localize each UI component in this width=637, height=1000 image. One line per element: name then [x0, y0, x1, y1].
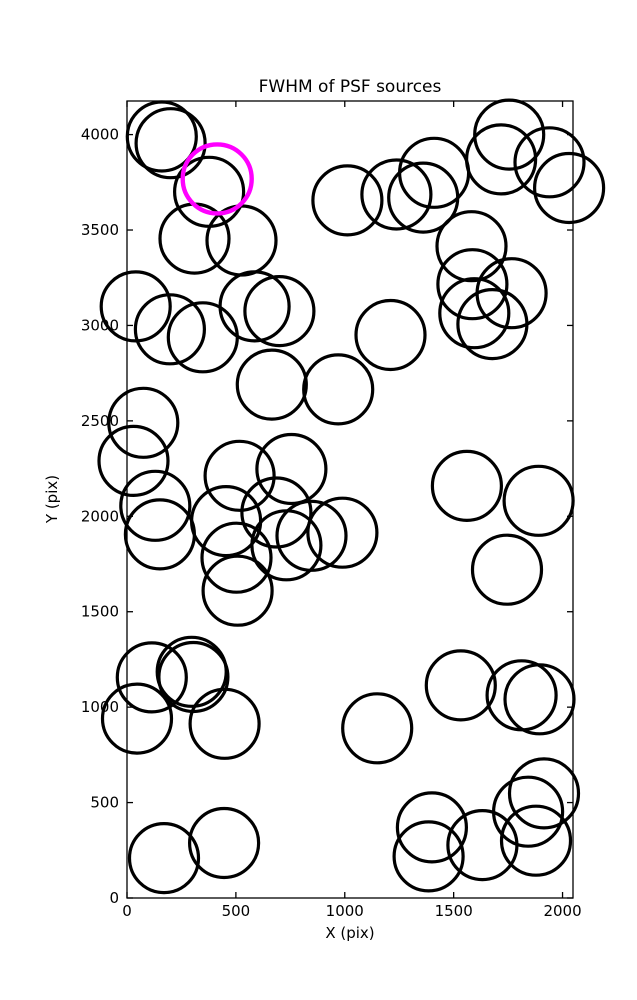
- psf-source-marker: [188, 806, 261, 880]
- psf-source-marker: [470, 533, 544, 606]
- highlighted-psf-source-marker: [180, 142, 254, 216]
- psf-source-marker: [255, 432, 328, 506]
- psf-source-marker: [100, 682, 174, 755]
- psf-source-marker: [201, 554, 274, 627]
- y-tick-label: 4000: [81, 126, 119, 144]
- psf-source-marker: [190, 484, 263, 558]
- psf-source-marker: [107, 386, 180, 459]
- x-tick-label: 0: [122, 902, 132, 920]
- psf-source-marker: [436, 248, 509, 321]
- psf-source-marker: [473, 98, 546, 171]
- psf-source-marker: [475, 257, 548, 330]
- psf-source-marker: [513, 126, 586, 199]
- y-tick-label: 2000: [81, 507, 119, 525]
- psf-source-marker: [115, 641, 188, 714]
- psf-source-marker: [424, 649, 497, 722]
- x-tick-label: 2000: [543, 902, 581, 920]
- chart-title: FWHM of PSF sources: [259, 77, 442, 97]
- psf-source-marker: [430, 449, 503, 522]
- psf-source-marker: [392, 820, 465, 893]
- psf-source-marker: [157, 640, 230, 714]
- x-tick-label: 1000: [326, 902, 364, 920]
- psf-source-marker: [532, 151, 606, 225]
- psf-source-marker: [395, 791, 468, 864]
- y-axis-label: Y (pix): [43, 475, 61, 524]
- psf-source-marker: [438, 277, 511, 350]
- psf-source-marker: [491, 775, 565, 848]
- psf-source-marker: [465, 123, 538, 196]
- psf-source-marker: [240, 476, 313, 549]
- psf-source-marker: [507, 757, 581, 830]
- psf-source-marker: [360, 158, 433, 231]
- psf-markers: [97, 98, 606, 895]
- psf-source-marker: [275, 499, 348, 572]
- y-tick-label: 3500: [81, 221, 119, 239]
- psf-source-marker: [341, 692, 414, 765]
- psf-source-marker: [398, 136, 471, 209]
- x-axis-label: X (pix): [325, 924, 374, 942]
- psf-source-marker: [302, 353, 375, 426]
- y-tick-label: 0: [109, 889, 119, 907]
- psf-source-marker: [456, 288, 529, 361]
- x-tick-label: 500: [222, 902, 251, 920]
- psf-source-marker: [203, 439, 276, 512]
- psf-source-marker: [306, 496, 379, 569]
- psf-source-marker: [200, 521, 273, 594]
- y-tick-label: 500: [90, 794, 119, 812]
- psf-source-marker: [125, 100, 198, 173]
- psf-source-marker: [502, 464, 575, 537]
- psf-source-marker: [235, 348, 308, 421]
- y-tick-label: 1000: [81, 698, 119, 716]
- psf-source-marker: [499, 804, 573, 877]
- psf-source-marker: [205, 204, 278, 277]
- psf-source-marker: [503, 663, 576, 736]
- psf-source-marker: [155, 635, 228, 708]
- y-tick-label: 1500: [81, 603, 119, 621]
- psf-source-marker: [243, 275, 316, 348]
- x-tick-label: 1500: [435, 902, 473, 920]
- psf-source-marker: [134, 107, 207, 180]
- psf-source-marker: [127, 821, 201, 895]
- psf-source-marker: [99, 270, 172, 343]
- psf-source-marker: [166, 301, 239, 374]
- y-tick-label: 2500: [81, 412, 119, 430]
- psf-source-marker: [188, 687, 261, 760]
- psf-source-marker: [354, 298, 427, 372]
- psf-source-marker: [218, 270, 291, 343]
- psf-source-marker: [311, 164, 384, 237]
- psf-source-marker: [119, 469, 192, 542]
- psf-source-marker: [97, 424, 170, 497]
- psf-source-marker: [435, 210, 508, 283]
- psf-source-marker: [133, 293, 206, 366]
